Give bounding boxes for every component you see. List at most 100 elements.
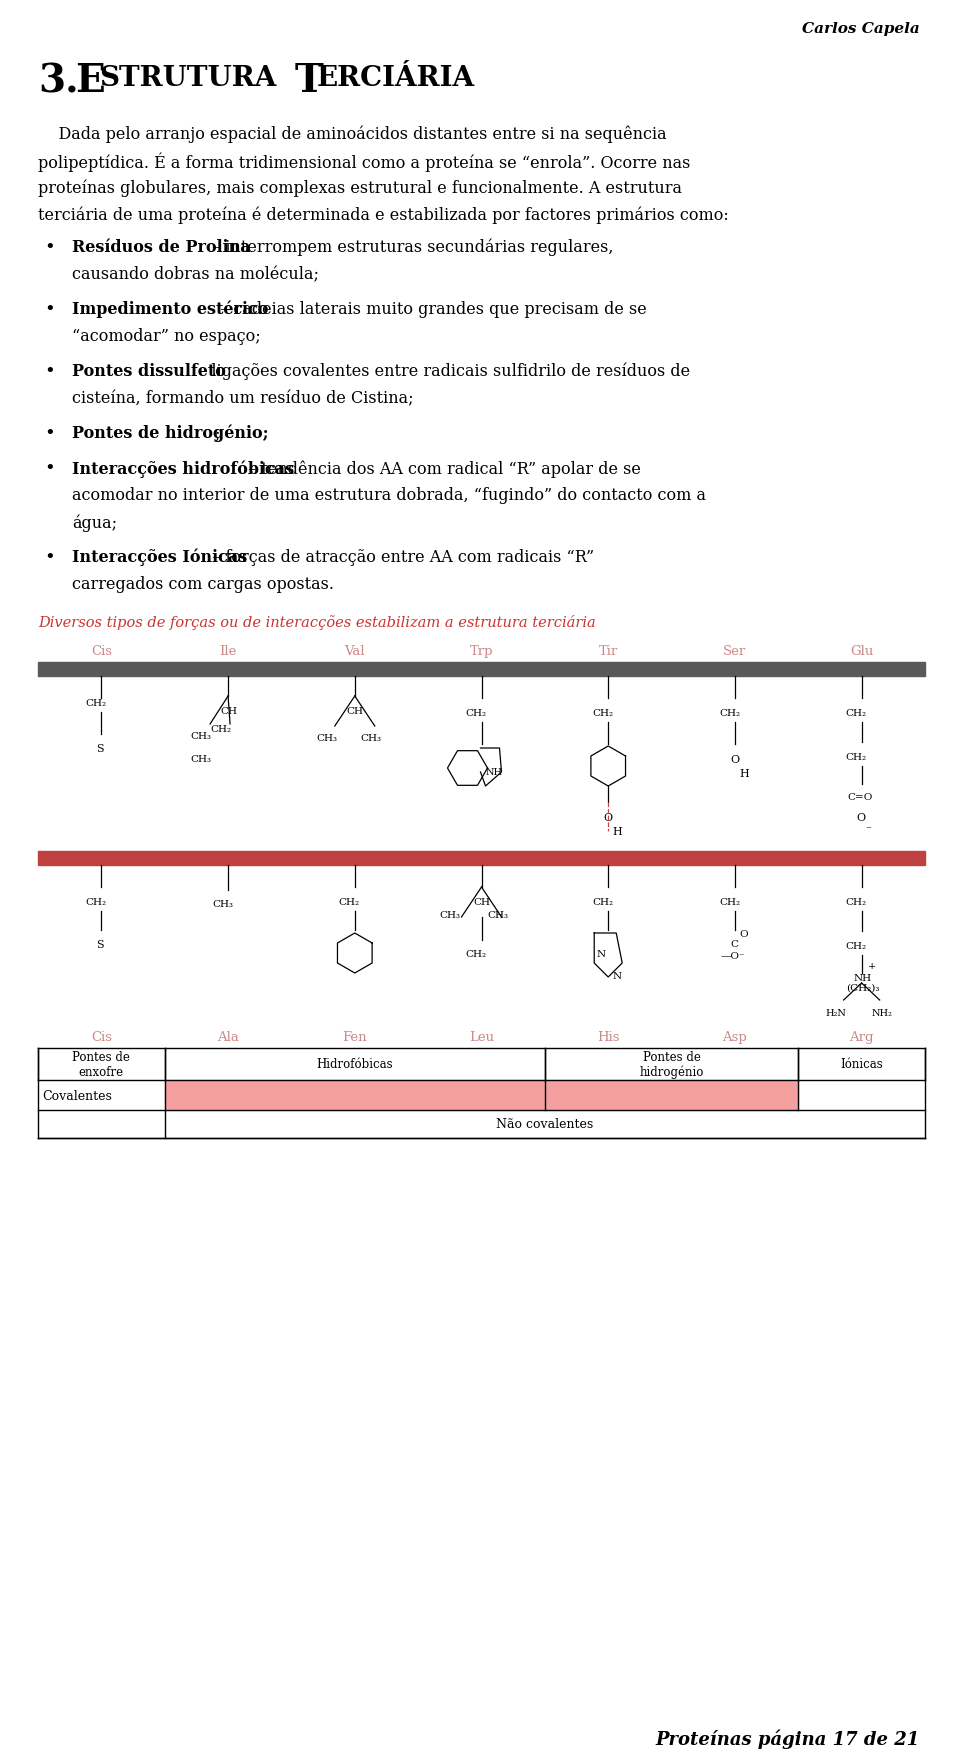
Text: Não covalentes: Não covalentes <box>496 1118 593 1130</box>
Text: – ligações covalentes entre radicais sulfidrilo de resíduos de: – ligações covalentes entre radicais sul… <box>193 363 690 381</box>
Text: E: E <box>75 61 105 100</box>
Text: Resíduos de Prolina: Resíduos de Prolina <box>72 239 251 256</box>
Text: C: C <box>730 939 738 948</box>
Text: Fen: Fen <box>343 1030 367 1044</box>
Text: CH₂: CH₂ <box>846 709 867 718</box>
Text: Asp: Asp <box>723 1030 747 1044</box>
Text: Cis: Cis <box>91 644 112 658</box>
Text: 3.: 3. <box>38 61 79 100</box>
Text: CH₂: CH₂ <box>592 897 613 907</box>
Text: Tir: Tir <box>599 644 618 658</box>
Text: ⁻: ⁻ <box>866 825 872 835</box>
Text: CH₂: CH₂ <box>846 941 867 951</box>
Text: carregados com cargas opostas.: carregados com cargas opostas. <box>72 576 334 593</box>
Text: CH₂: CH₂ <box>592 709 613 718</box>
Text: “acomodar” no espaço;: “acomodar” no espaço; <box>72 328 261 344</box>
Text: H: H <box>739 769 749 779</box>
Text: CH₂: CH₂ <box>85 897 107 907</box>
Text: polipeptídica. É a forma tridimensional como a proteína se “enrola”. Ocorre nas: polipeptídica. É a forma tridimensional … <box>38 153 690 172</box>
Text: Cis: Cis <box>91 1030 112 1044</box>
Text: •: • <box>44 300 55 319</box>
Text: CH₃: CH₃ <box>212 900 233 909</box>
Text: O: O <box>856 813 866 823</box>
Text: Proteínas página 17 de 21: Proteínas página 17 de 21 <box>656 1729 920 1748</box>
Text: CH₃: CH₃ <box>190 755 211 763</box>
Text: Impedimento estérico: Impedimento estérico <box>72 300 269 318</box>
Text: Pontes de hidrogénio;: Pontes de hidrogénio; <box>72 425 269 442</box>
Text: CH₂: CH₂ <box>846 753 867 762</box>
Text: H₂N: H₂N <box>826 1009 847 1018</box>
Text: Iónicas: Iónicas <box>840 1058 883 1071</box>
Text: +: + <box>868 962 876 971</box>
Text: O: O <box>730 755 739 765</box>
Bar <box>38 663 925 677</box>
Text: – forças de atracção entre AA com radicais “R”: – forças de atracção entre AA com radica… <box>207 549 594 565</box>
Text: CH₂: CH₂ <box>466 709 487 718</box>
Text: STRUTURA: STRUTURA <box>99 65 276 91</box>
Text: Dada pelo arranjo espacial de aminoácidos distantes entre si na sequência: Dada pelo arranjo espacial de aminoácido… <box>38 125 666 142</box>
Text: •: • <box>44 425 55 442</box>
Bar <box>165 1081 545 1111</box>
Text: His: His <box>597 1030 619 1044</box>
Text: cisteína, formando um resíduo de Cistina;: cisteína, formando um resíduo de Cistina… <box>72 390 414 407</box>
Text: Polares: Polares <box>648 1088 695 1102</box>
Text: CH₃: CH₃ <box>317 734 338 742</box>
Text: C=O: C=O <box>848 793 873 802</box>
Text: CH₂: CH₂ <box>339 897 360 907</box>
Text: •: • <box>44 363 55 381</box>
Text: Apolares: Apolares <box>326 1088 383 1102</box>
Text: Interacções Iónicas: Interacções Iónicas <box>72 549 248 567</box>
Text: ;: ; <box>215 425 220 442</box>
Text: Pontes de
hidrogénio: Pontes de hidrogénio <box>639 1049 704 1079</box>
Text: CH: CH <box>473 897 491 907</box>
Text: N: N <box>596 949 606 958</box>
Text: S: S <box>96 744 104 753</box>
Text: CH: CH <box>347 707 364 716</box>
Bar <box>38 851 925 865</box>
Text: – cadeias laterais muito grandes que precisam de se: – cadeias laterais muito grandes que pre… <box>215 300 646 318</box>
Text: S: S <box>96 939 104 949</box>
Text: CH₃: CH₃ <box>488 911 509 920</box>
Text: CH₃: CH₃ <box>440 911 461 920</box>
Text: CH: CH <box>220 707 237 716</box>
Text: Interacções hidrofóbicas: Interacções hidrofóbicas <box>72 460 294 477</box>
Text: NH₂: NH₂ <box>872 1009 893 1018</box>
Text: Ser: Ser <box>723 644 747 658</box>
Text: Hidrofóbicas: Hidrofóbicas <box>317 1058 393 1071</box>
Text: Covalentes: Covalentes <box>42 1088 112 1102</box>
Text: NH: NH <box>853 974 872 983</box>
Text: H: H <box>612 827 622 837</box>
Text: Val: Val <box>345 644 365 658</box>
Text: Ala: Ala <box>217 1030 239 1044</box>
Text: CH₂: CH₂ <box>210 725 231 734</box>
Text: CH₃: CH₃ <box>190 732 211 741</box>
Text: CH₂: CH₂ <box>719 709 740 718</box>
Text: Pontes de
enxofre: Pontes de enxofre <box>72 1051 131 1078</box>
Text: ERCIÁRIA: ERCIÁRIA <box>317 65 475 91</box>
Text: causando dobras na molécula;: causando dobras na molécula; <box>72 265 319 283</box>
Text: proteínas globulares, mais complexas estrutural e funcionalmente. A estrutura: proteínas globulares, mais complexas est… <box>38 179 682 197</box>
Text: CH₂: CH₂ <box>85 698 107 707</box>
Text: NH: NH <box>486 767 503 776</box>
Text: —O⁻: —O⁻ <box>721 951 745 960</box>
Text: – interrompem estruturas secundárias regulares,: – interrompem estruturas secundárias reg… <box>207 239 614 256</box>
Text: •: • <box>44 549 55 567</box>
Text: Glu: Glu <box>850 644 874 658</box>
Text: acomodar no interior de uma estrutura dobrada, “fugindo” do contacto com a: acomodar no interior de uma estrutura do… <box>72 486 706 504</box>
Text: O: O <box>739 930 748 939</box>
Text: •: • <box>44 460 55 477</box>
Text: CH₂: CH₂ <box>846 897 867 907</box>
Text: (CH₂)₃: (CH₂)₃ <box>846 983 879 992</box>
Text: CH₂: CH₂ <box>466 949 487 958</box>
Text: CH₂: CH₂ <box>719 897 740 907</box>
Text: água;: água; <box>72 514 117 532</box>
Text: CH₃: CH₃ <box>361 734 382 742</box>
Text: terciária de uma proteína é determinada e estabilizada por factores primários co: terciária de uma proteína é determinada … <box>38 205 729 223</box>
Text: Pontes dissulfeto: Pontes dissulfeto <box>72 363 226 379</box>
Text: Arg: Arg <box>850 1030 874 1044</box>
Text: N: N <box>612 972 621 981</box>
Text: Trp: Trp <box>469 644 493 658</box>
Text: O: O <box>603 813 612 823</box>
Text: •: • <box>44 239 55 256</box>
Bar <box>545 1081 799 1111</box>
